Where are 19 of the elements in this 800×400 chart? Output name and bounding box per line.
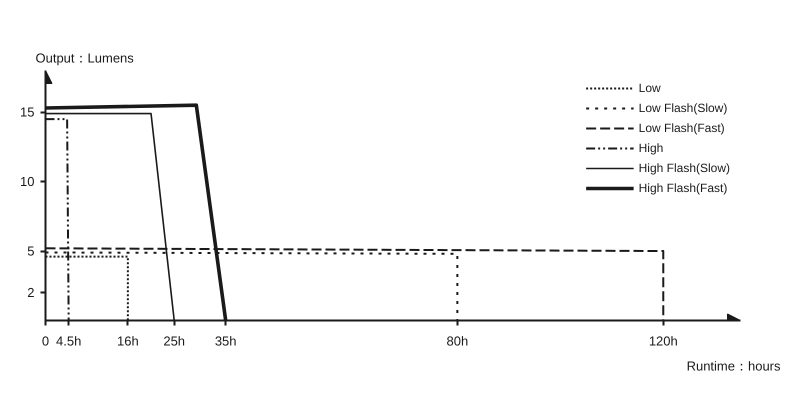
y-tick-label: 15 bbox=[20, 104, 35, 120]
legend-label: High Flash(Fast) bbox=[638, 181, 728, 195]
x-tick-label: 35h bbox=[214, 334, 237, 348]
x-tick-label: 120h bbox=[648, 334, 678, 348]
y-axis-title: Output：Lumens bbox=[36, 50, 134, 66]
x-tick-label: 0 bbox=[42, 334, 50, 348]
y-tick-label: 5 bbox=[27, 244, 35, 259]
legend-label: Low Flash(Slow) bbox=[638, 101, 728, 115]
x-tick-label: 4.5h bbox=[56, 334, 82, 348]
legend-label: High Flash(Slow) bbox=[638, 161, 730, 175]
x-tick-label: 16h bbox=[117, 334, 139, 348]
x-tick-label: 80h bbox=[446, 334, 468, 348]
y-tick-label: 10 bbox=[20, 174, 35, 190]
y-tick-label: 2 bbox=[27, 285, 35, 300]
legend-label: Low Flash(Fast) bbox=[638, 121, 725, 135]
legend-label: Low bbox=[638, 81, 661, 95]
x-tick-label: 25h bbox=[163, 334, 186, 348]
x-axis-title: Runtime：hours bbox=[686, 358, 781, 374]
legend-label: High bbox=[638, 141, 664, 155]
